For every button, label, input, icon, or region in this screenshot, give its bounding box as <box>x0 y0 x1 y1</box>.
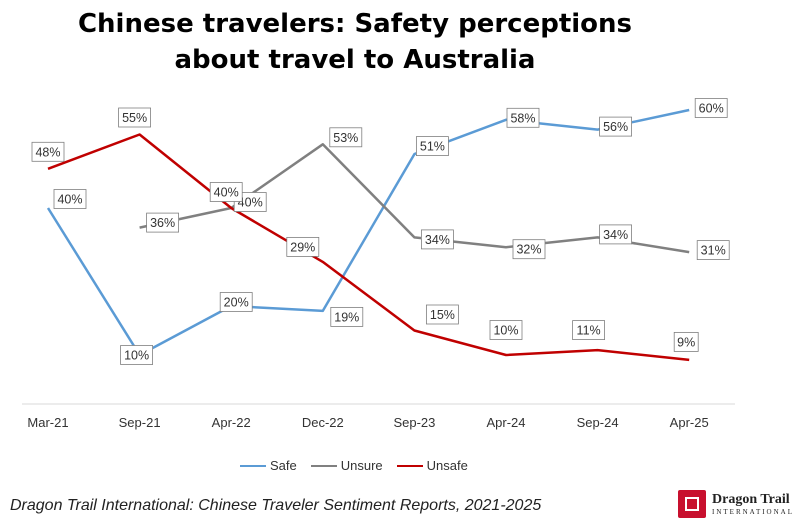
data-label-unsafe: 29% <box>290 240 315 254</box>
chart-title-line-1: Chinese travelers: Safety perceptions <box>77 9 633 39</box>
data-label-unsure: 53% <box>333 131 358 145</box>
data-label-unsure: 34% <box>425 233 450 247</box>
series-line-unsafe <box>47 133 690 362</box>
data-label-unsafe: 9% <box>677 335 695 349</box>
chart-legend: Safe Unsure Unsafe <box>240 458 468 473</box>
data-label-box-safe <box>120 345 153 365</box>
legend-swatch-unsafe <box>396 464 423 467</box>
data-label-unsafe: 40% <box>214 186 239 200</box>
x-tick-label: Apr-24 <box>486 415 525 430</box>
x-tick-label: Apr-25 <box>670 415 709 430</box>
x-tick-label: Sep-23 <box>393 415 435 430</box>
data-label-box-unsure <box>512 239 546 260</box>
data-label-box-unsafe <box>118 107 151 128</box>
source-citation: Dragon Trail International: Chinese Trav… <box>10 497 542 514</box>
legend-label-unsafe: Unsafe <box>426 458 468 473</box>
data-label-unsafe: 11% <box>577 324 601 338</box>
x-tick-label: Apr-22 <box>212 415 251 430</box>
data-label-box-unsafe <box>31 141 65 162</box>
logo-subtitle: INTERNATIONAL <box>712 507 794 516</box>
data-label-box-unsafe <box>489 320 523 340</box>
legend-item-unsafe: Unsafe <box>396 458 468 473</box>
dragon-trail-logo: Dragon Trail INTERNATIONAL <box>678 490 794 518</box>
data-label-unsafe: 48% <box>35 145 60 159</box>
data-label-box-unsafe <box>286 236 320 257</box>
data-label-box-safe <box>330 306 364 327</box>
data-label-unsafe: 15% <box>430 308 455 322</box>
data-label-box-safe <box>219 292 253 312</box>
data-label-box-unsafe <box>209 182 243 202</box>
data-label-box-safe <box>599 116 632 137</box>
data-label-safe: 20% <box>224 296 249 310</box>
data-label-unsure: 32% <box>516 243 541 257</box>
data-label-unsafe: 55% <box>122 111 147 125</box>
data-label-box-unsafe <box>673 331 699 352</box>
data-label-unsure: 34% <box>603 228 628 242</box>
data-label-box-unsure <box>420 229 454 250</box>
data-label-unsafe: 10% <box>493 324 518 338</box>
data-label-box-unsure <box>599 224 632 245</box>
data-label-box-unsafe <box>572 320 605 341</box>
logo-wordmark: Dragon Trail INTERNATIONAL <box>712 491 794 516</box>
series-line-safe <box>46 108 690 357</box>
data-label-safe: 40% <box>57 193 82 207</box>
chart-title-line-2: about travel to Australia <box>174 45 536 75</box>
x-tick-label: Dec-22 <box>302 415 344 430</box>
data-label-box-safe <box>506 107 540 128</box>
data-label-box-unsafe <box>425 304 459 325</box>
x-tick-label: Mar-21 <box>27 415 68 430</box>
legend-swatch-unsure <box>310 464 337 467</box>
x-tick-label: Sep-21 <box>119 415 161 430</box>
data-label-safe: 58% <box>510 111 535 125</box>
data-label-box-safe <box>53 189 87 209</box>
data-label-safe: 51% <box>420 140 445 154</box>
data-label-box-unsure <box>329 127 363 148</box>
legend-swatch-safe <box>240 464 266 467</box>
legend-label-unsure: Unsure <box>340 458 383 473</box>
data-label-safe: 10% <box>124 349 149 363</box>
data-label-unsure: 40% <box>238 196 263 210</box>
data-label-safe: 56% <box>603 120 628 134</box>
dragon-seal-icon <box>678 490 706 518</box>
data-label-safe: 19% <box>334 310 359 324</box>
data-label-box-unsure <box>696 240 730 261</box>
chart-title: Chinese travelers: Safety perceptions ab… <box>0 6 710 78</box>
logo-name: Dragon Trail <box>712 491 790 507</box>
legend-item-unsure: Unsure <box>310 458 383 473</box>
legend-item-safe: Safe <box>240 458 297 473</box>
data-label-safe: 60% <box>699 102 724 116</box>
data-label-unsure: 31% <box>701 244 726 258</box>
x-tick-label: Sep-24 <box>577 415 619 430</box>
data-label-box-unsure <box>146 212 180 233</box>
data-label-unsure: 36% <box>150 216 175 230</box>
data-label-box-safe <box>694 98 728 118</box>
legend-label-safe: Safe <box>270 458 297 473</box>
data-label-box-safe <box>415 136 449 157</box>
